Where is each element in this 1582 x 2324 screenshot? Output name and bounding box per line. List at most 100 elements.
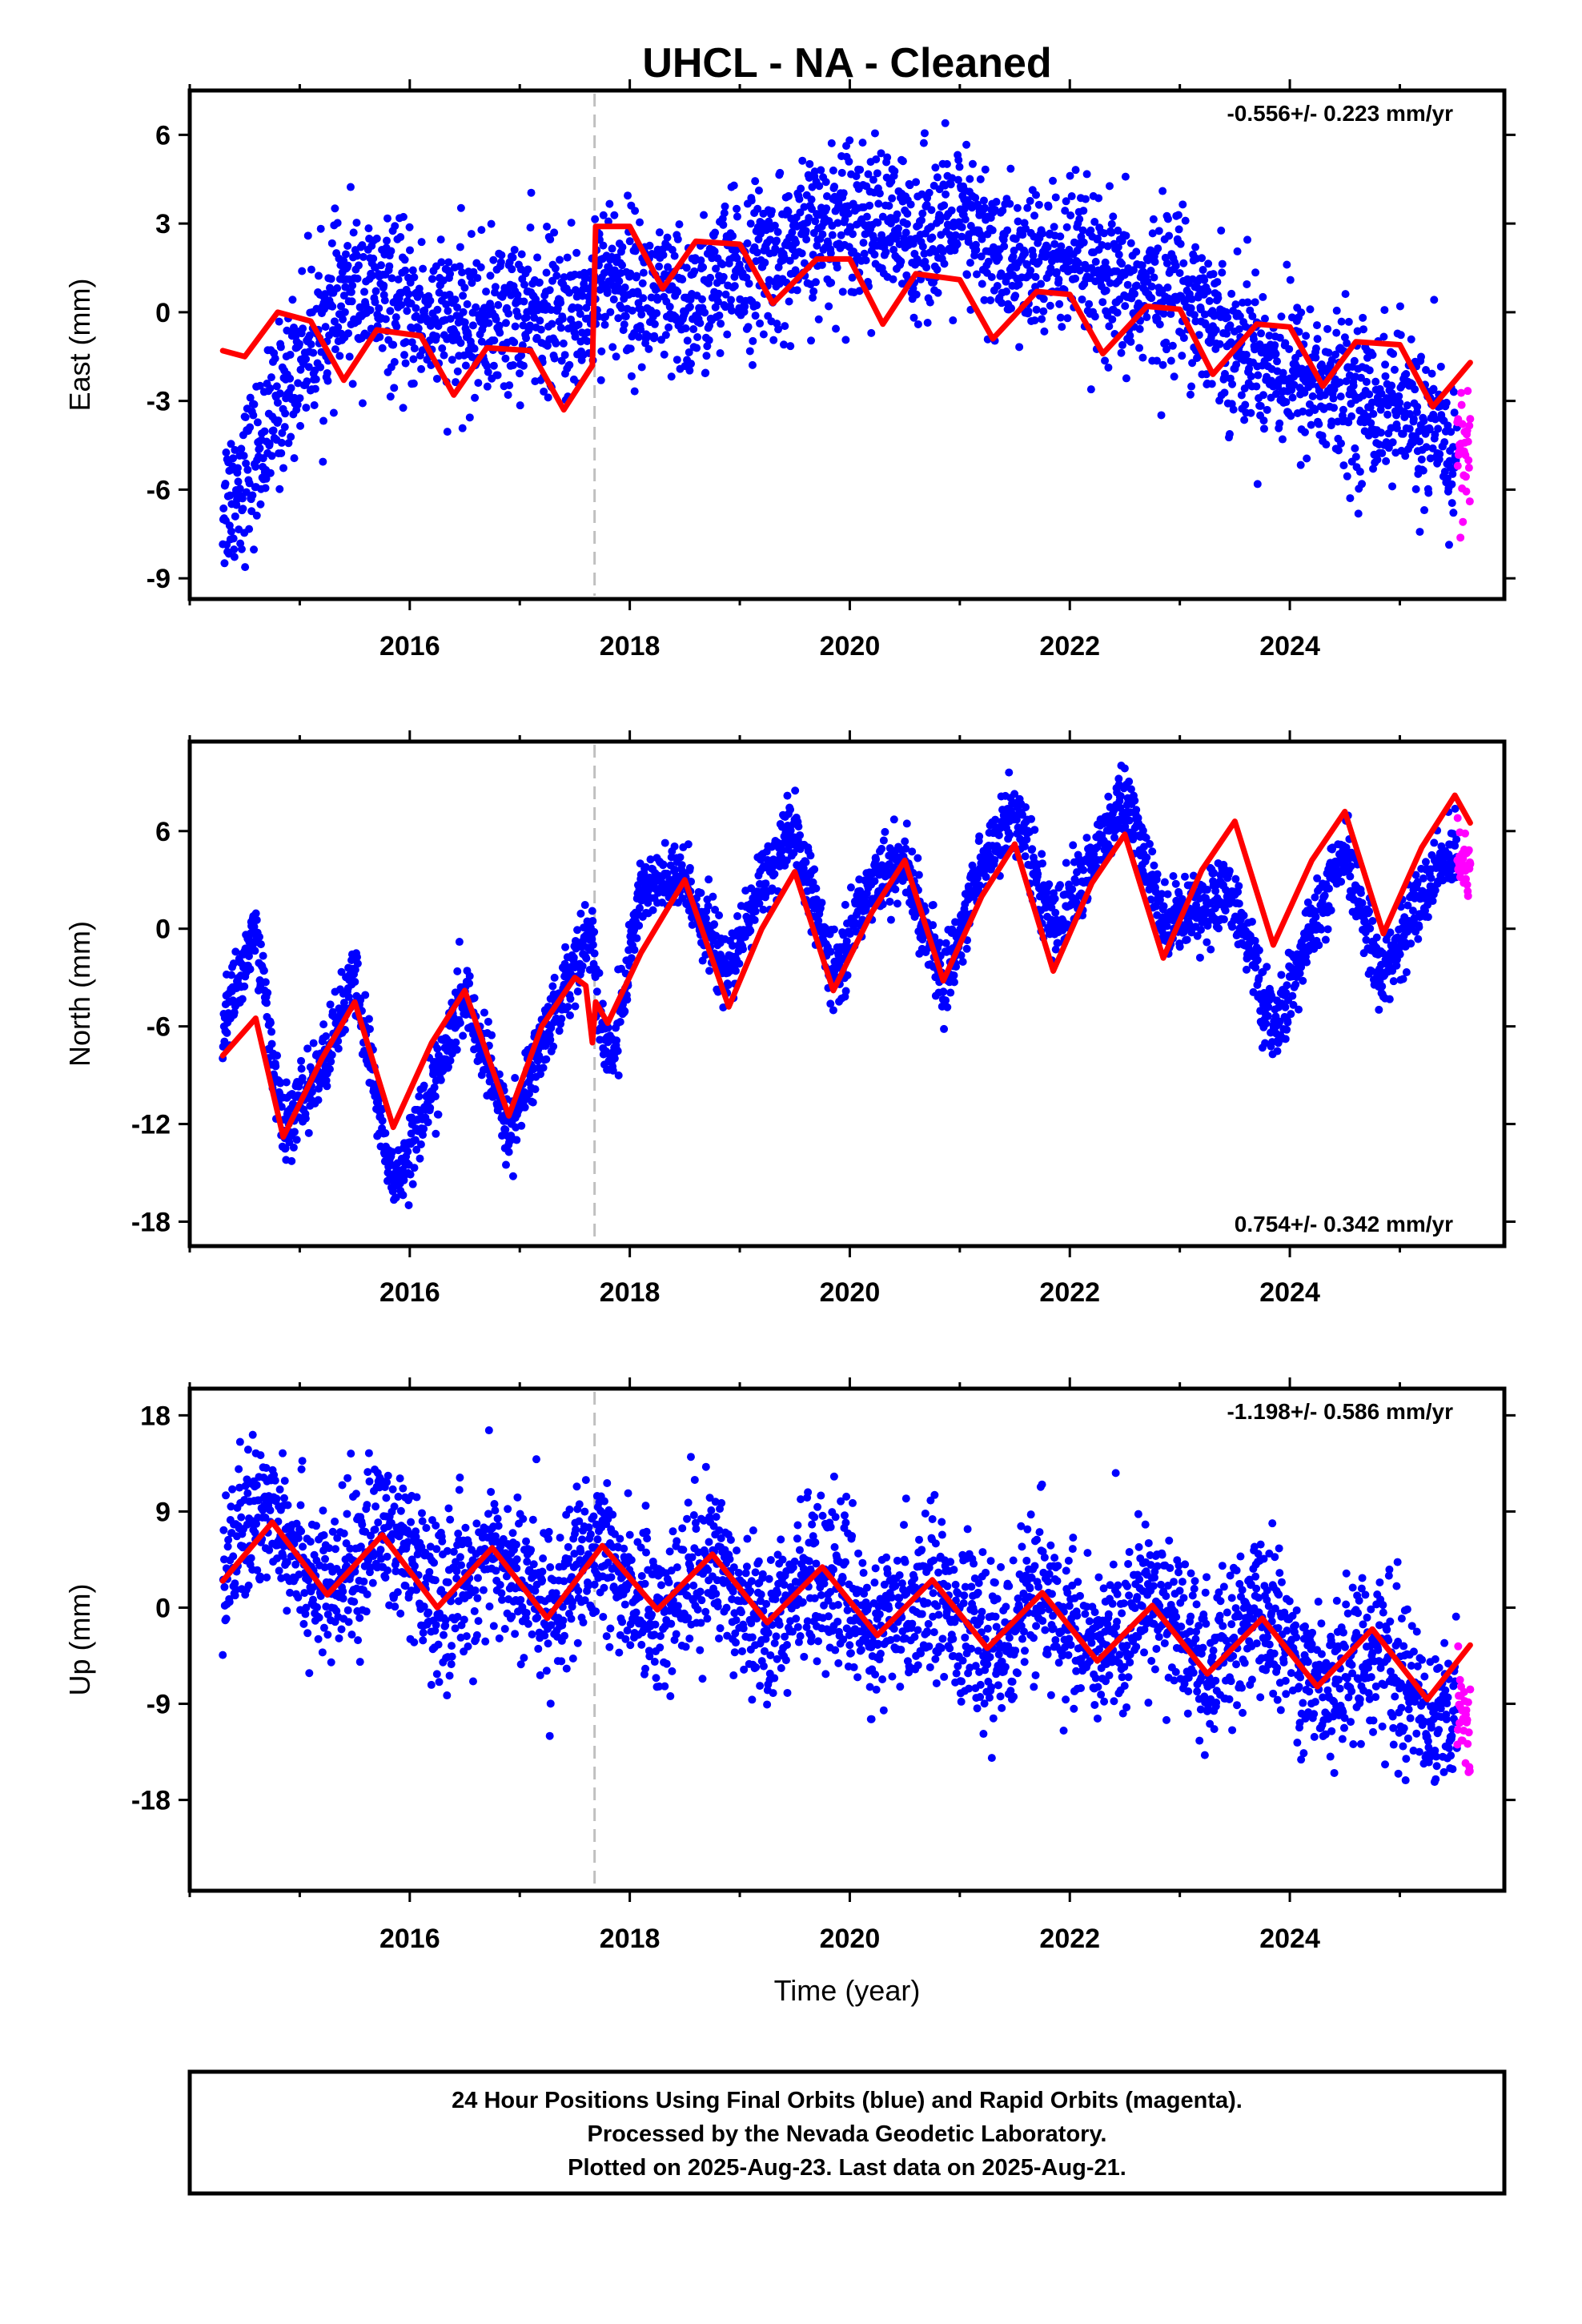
final-point	[1392, 424, 1401, 432]
final-point	[735, 959, 744, 968]
final-point	[925, 188, 934, 197]
final-point	[1403, 401, 1411, 410]
final-point	[1037, 279, 1046, 288]
final-point	[343, 242, 352, 251]
final-point	[659, 860, 668, 869]
final-point	[1101, 258, 1110, 267]
final-point	[378, 344, 387, 352]
final-point	[261, 484, 270, 493]
final-point	[1278, 435, 1287, 444]
final-point	[394, 275, 403, 284]
final-point	[1311, 405, 1319, 414]
final-point	[1117, 348, 1126, 357]
plot-frame	[187, 88, 1507, 601]
final-point	[459, 1031, 468, 1040]
final-point	[262, 999, 271, 1007]
final-point	[1298, 364, 1307, 373]
final-point	[859, 239, 868, 247]
final-point	[556, 324, 565, 332]
final-point	[283, 326, 291, 335]
final-point	[862, 212, 871, 221]
final-point	[329, 408, 338, 417]
final-point	[1211, 326, 1220, 335]
final-point	[304, 1128, 313, 1137]
final-point	[1166, 310, 1175, 319]
final-point	[1296, 460, 1305, 469]
final-point	[1043, 243, 1052, 251]
final-point	[923, 318, 932, 327]
final-point	[253, 418, 262, 427]
final-point	[453, 967, 462, 975]
final-point	[240, 982, 249, 991]
final-point	[426, 1104, 435, 1112]
final-point	[1135, 344, 1144, 352]
final-point	[375, 332, 384, 341]
final-point	[360, 287, 369, 296]
final-point	[497, 251, 506, 259]
final-point	[693, 344, 701, 352]
final-point	[474, 379, 483, 388]
final-point	[436, 235, 445, 244]
final-point	[284, 439, 293, 448]
final-point	[1086, 226, 1095, 235]
final-point	[621, 312, 630, 321]
final-point	[1062, 858, 1070, 867]
final-point	[1009, 252, 1018, 261]
final-point	[806, 851, 815, 860]
final-point	[590, 927, 599, 936]
final-point	[1026, 196, 1034, 205]
final-point	[751, 177, 760, 186]
final-point	[565, 288, 574, 297]
final-point	[675, 220, 684, 229]
final-point	[307, 340, 315, 348]
final-point	[428, 275, 436, 283]
final-point	[829, 1006, 837, 1015]
final-point	[1056, 881, 1065, 890]
final-point	[543, 222, 552, 231]
final-point	[504, 309, 513, 318]
rapid-point	[1458, 420, 1467, 428]
final-point	[1154, 227, 1163, 235]
final-point	[295, 340, 303, 348]
final-point	[401, 359, 410, 368]
final-point	[235, 485, 244, 493]
final-point	[1050, 223, 1058, 231]
final-point	[468, 321, 477, 330]
final-point	[845, 157, 853, 166]
final-point	[299, 324, 307, 333]
final-point	[940, 1024, 949, 1033]
final-point	[872, 155, 881, 163]
final-point	[400, 255, 409, 264]
final-point	[528, 1098, 537, 1107]
final-point	[1299, 407, 1307, 416]
final-point	[334, 1044, 343, 1053]
final-point	[550, 228, 559, 237]
final-point	[922, 200, 931, 209]
final-point	[274, 416, 283, 425]
final-point	[1232, 360, 1241, 369]
final-point	[334, 323, 343, 332]
final-point	[1231, 300, 1240, 309]
final-point	[822, 192, 831, 201]
final-point	[292, 1136, 301, 1144]
final-point	[962, 944, 971, 953]
final-point	[918, 242, 927, 251]
final-point	[378, 1116, 387, 1125]
final-point	[730, 282, 739, 291]
final-point	[1163, 215, 1172, 223]
final-point	[653, 296, 662, 304]
final-point	[590, 949, 599, 958]
final-point	[1010, 246, 1018, 255]
final-point	[1420, 506, 1429, 515]
final-point	[1082, 170, 1091, 179]
final-point	[1447, 480, 1456, 489]
final-point	[404, 1200, 413, 1209]
final-point	[1295, 328, 1303, 336]
final-point	[578, 292, 587, 300]
final-point	[1436, 362, 1445, 371]
final-point	[918, 209, 927, 218]
final-point	[371, 287, 380, 296]
final-point	[968, 159, 977, 168]
final-point	[1265, 332, 1274, 340]
